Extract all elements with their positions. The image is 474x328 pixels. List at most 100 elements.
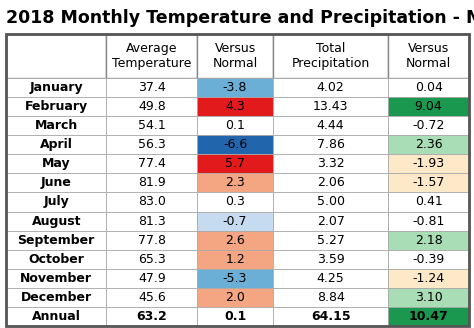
- Bar: [107, 116, 197, 135]
- Bar: [197, 212, 273, 231]
- Bar: [6, 116, 107, 135]
- Bar: [197, 288, 273, 307]
- Bar: [273, 307, 388, 326]
- Text: 2.18: 2.18: [415, 234, 442, 247]
- Text: 4.25: 4.25: [317, 272, 345, 285]
- Bar: [6, 250, 107, 269]
- Bar: [388, 78, 469, 97]
- Bar: [197, 250, 273, 269]
- Bar: [107, 307, 197, 326]
- Bar: [6, 269, 107, 288]
- Bar: [197, 193, 273, 212]
- Text: 2.0: 2.0: [225, 291, 245, 304]
- Bar: [273, 193, 388, 212]
- Bar: [388, 307, 469, 326]
- Bar: [107, 34, 197, 78]
- Text: 65.3: 65.3: [138, 253, 165, 266]
- Bar: [197, 78, 273, 97]
- Text: April: April: [40, 138, 73, 151]
- Text: May: May: [42, 157, 71, 170]
- Text: -0.81: -0.81: [412, 215, 445, 228]
- Bar: [107, 269, 197, 288]
- Bar: [6, 135, 107, 154]
- Text: 9.04: 9.04: [415, 100, 442, 113]
- Text: -1.57: -1.57: [412, 176, 445, 190]
- Text: 7.86: 7.86: [317, 138, 345, 151]
- Text: 4.02: 4.02: [317, 81, 345, 94]
- Bar: [6, 78, 107, 97]
- Bar: [388, 116, 469, 135]
- Text: -5.3: -5.3: [223, 272, 247, 285]
- Text: 0.1: 0.1: [225, 119, 245, 132]
- Text: 2.3: 2.3: [225, 176, 245, 190]
- Text: August: August: [31, 215, 81, 228]
- Bar: [388, 250, 469, 269]
- Text: 2.06: 2.06: [317, 176, 345, 190]
- Text: 1.2: 1.2: [225, 253, 245, 266]
- Bar: [388, 231, 469, 250]
- Bar: [197, 269, 273, 288]
- Bar: [107, 174, 197, 193]
- Text: 3.59: 3.59: [317, 253, 345, 266]
- Text: 3.10: 3.10: [415, 291, 442, 304]
- Text: 77.8: 77.8: [138, 234, 166, 247]
- Text: 5.7: 5.7: [225, 157, 245, 170]
- Text: January: January: [29, 81, 83, 94]
- Text: 0.3: 0.3: [225, 195, 245, 209]
- Text: February: February: [25, 100, 88, 113]
- Text: 81.9: 81.9: [138, 176, 165, 190]
- Bar: [6, 34, 107, 78]
- Bar: [273, 288, 388, 307]
- Text: March: March: [35, 119, 78, 132]
- Bar: [6, 154, 107, 174]
- Bar: [197, 154, 273, 174]
- Bar: [273, 250, 388, 269]
- Bar: [273, 78, 388, 97]
- Text: -0.72: -0.72: [412, 119, 445, 132]
- Bar: [273, 174, 388, 193]
- Bar: [388, 269, 469, 288]
- Text: 0.04: 0.04: [415, 81, 443, 94]
- Bar: [197, 174, 273, 193]
- Text: Versus
Normal: Versus Normal: [212, 42, 258, 70]
- Bar: [273, 116, 388, 135]
- Text: 2.6: 2.6: [225, 234, 245, 247]
- Bar: [197, 34, 273, 78]
- Bar: [388, 212, 469, 231]
- Text: 2018 Monthly Temperature and Precipitation - Memphis, TN: 2018 Monthly Temperature and Precipitati…: [6, 9, 474, 27]
- Text: Versus
Normal: Versus Normal: [406, 42, 451, 70]
- Text: -1.93: -1.93: [412, 157, 445, 170]
- Bar: [107, 288, 197, 307]
- Text: Annual: Annual: [32, 310, 81, 323]
- Bar: [107, 97, 197, 116]
- Bar: [107, 78, 197, 97]
- Text: 47.9: 47.9: [138, 272, 165, 285]
- Bar: [388, 135, 469, 154]
- Bar: [388, 174, 469, 193]
- Bar: [273, 231, 388, 250]
- Text: 54.1: 54.1: [138, 119, 165, 132]
- Text: 56.3: 56.3: [138, 138, 165, 151]
- Text: 2.07: 2.07: [317, 215, 345, 228]
- Text: -0.7: -0.7: [223, 215, 247, 228]
- Bar: [197, 307, 273, 326]
- Text: 0.1: 0.1: [224, 310, 246, 323]
- Bar: [273, 34, 388, 78]
- Bar: [197, 116, 273, 135]
- Bar: [197, 231, 273, 250]
- Bar: [273, 135, 388, 154]
- Text: 81.3: 81.3: [138, 215, 165, 228]
- Text: 5.27: 5.27: [317, 234, 345, 247]
- Text: 2.36: 2.36: [415, 138, 442, 151]
- Bar: [6, 212, 107, 231]
- Bar: [107, 212, 197, 231]
- Text: 3.32: 3.32: [317, 157, 345, 170]
- Text: December: December: [21, 291, 92, 304]
- Text: Average
Temperature: Average Temperature: [112, 42, 191, 70]
- Text: 5.00: 5.00: [317, 195, 345, 209]
- Bar: [273, 212, 388, 231]
- Text: -6.6: -6.6: [223, 138, 247, 151]
- Text: 10.47: 10.47: [409, 310, 448, 323]
- Bar: [388, 34, 469, 78]
- Bar: [197, 97, 273, 116]
